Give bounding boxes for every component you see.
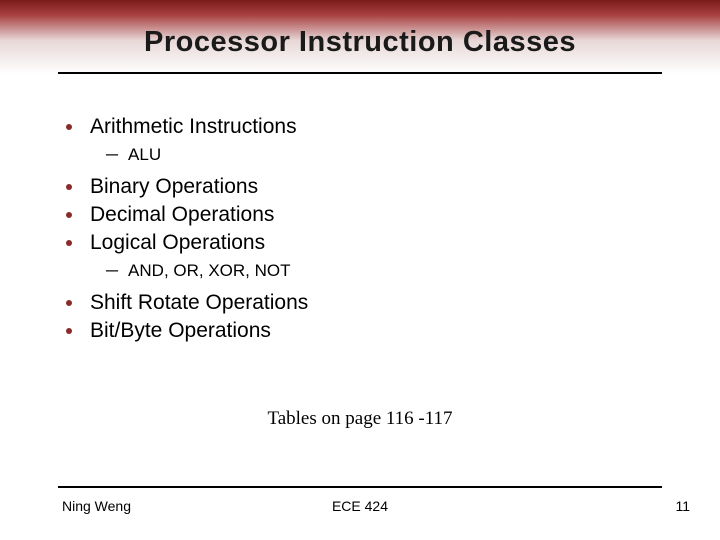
list-item: Logical Operations xyxy=(58,231,662,255)
list-item: Decimal Operations xyxy=(58,203,662,227)
list-item: Shift Rotate Operations xyxy=(58,291,662,315)
bullet-dot-icon xyxy=(66,328,72,334)
bullet-dash-icon: ─ xyxy=(106,261,118,281)
title-underline xyxy=(58,72,662,74)
list-item: Arithmetic Instructions xyxy=(58,115,662,139)
bullet-dash-icon: ─ xyxy=(106,145,118,165)
bullet-text: Decimal Operations xyxy=(90,203,274,227)
bullet-dot-icon xyxy=(66,212,72,218)
bullet-dot-icon xyxy=(66,124,72,130)
footer-divider xyxy=(58,486,662,488)
list-item: Bit/Byte Operations xyxy=(58,319,662,343)
list-item: ─ ALU xyxy=(106,145,662,165)
content-area: Arithmetic Instructions ─ ALU Binary Ope… xyxy=(58,115,662,347)
bullet-dot-icon xyxy=(66,240,72,246)
page-reference-note: Tables on page 116 -117 xyxy=(0,408,720,430)
slide-title: Processor Instruction Classes xyxy=(0,26,720,59)
bullet-text: Shift Rotate Operations xyxy=(90,291,308,315)
bullet-dot-icon xyxy=(66,300,72,306)
list-item: ─ AND, OR, XOR, NOT xyxy=(106,261,662,281)
bullet-dot-icon xyxy=(66,184,72,190)
bullet-text: AND, OR, XOR, NOT xyxy=(128,261,290,281)
bullet-text: Bit/Byte Operations xyxy=(90,319,271,343)
list-item: Binary Operations xyxy=(58,175,662,199)
footer-page-number: 11 xyxy=(675,498,690,514)
bullet-text: Arithmetic Instructions xyxy=(90,115,297,139)
bullet-text: Logical Operations xyxy=(90,231,265,255)
bullet-text: ALU xyxy=(128,145,161,165)
bullet-text: Binary Operations xyxy=(90,175,258,199)
footer-course: ECE 424 xyxy=(0,498,720,514)
